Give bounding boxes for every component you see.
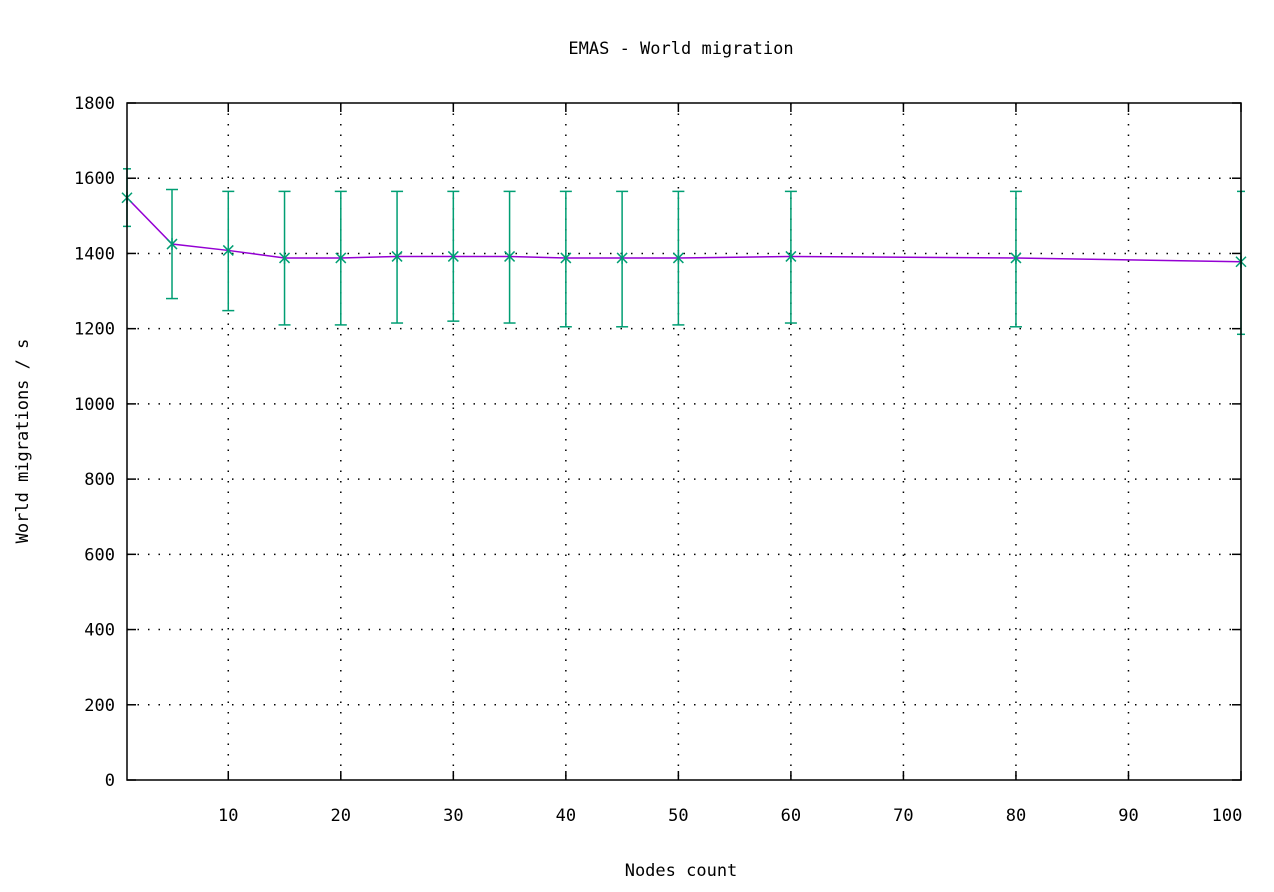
data-point — [166, 238, 178, 251]
data-point — [279, 251, 291, 264]
y-tick-label: 0 — [105, 771, 115, 791]
data-point — [1010, 251, 1022, 264]
x-tick-label: 30 — [443, 806, 463, 826]
y-tick-label: 800 — [84, 470, 115, 490]
data-line — [126, 197, 1242, 263]
y-tick-label: 1600 — [74, 169, 115, 189]
x-tick-label: 90 — [1118, 806, 1138, 826]
y-tick-label: 1000 — [74, 395, 115, 415]
series-line — [126, 197, 1242, 263]
y-tick-label: 200 — [84, 696, 115, 716]
x-tick-label: 40 — [556, 806, 576, 826]
data-point — [560, 251, 572, 264]
y-tick-label: 1200 — [74, 320, 115, 340]
x-tick-label: 10 — [218, 806, 238, 826]
data-point — [447, 250, 459, 263]
x-tick-label: 70 — [893, 806, 913, 826]
grid-lines — [127, 103, 1241, 780]
y-tick-label: 1800 — [74, 94, 115, 114]
plot-frame — [126, 102, 1242, 781]
chart-title: EMAS - World migration — [568, 39, 793, 59]
x-tick-label: 50 — [668, 806, 688, 826]
data-point — [785, 250, 797, 263]
axis-ticks: 0 200 400 600 800 1000 1200 1400 1600 1800 10 20 30 4… — [74, 94, 1242, 826]
data-point — [616, 251, 628, 264]
y-tick-label: 1400 — [74, 244, 115, 264]
y-tick-label: 600 — [84, 545, 115, 565]
data-point — [504, 250, 516, 263]
y-axis-label: World migrations / s — [13, 339, 33, 544]
data-point — [335, 251, 347, 264]
data-point — [391, 250, 403, 263]
y-tick-label: 400 — [84, 621, 115, 641]
data-points — [121, 191, 1247, 268]
x-tick-label: 60 — [781, 806, 801, 826]
data-point — [672, 251, 684, 264]
x-tick-label: 80 — [1006, 806, 1026, 826]
x-tick-label: 100 — [1212, 806, 1243, 826]
x-tick-label: 20 — [331, 806, 351, 826]
x-axis-label: Nodes count — [625, 861, 738, 881]
data-point — [222, 244, 234, 257]
error-bars — [123, 168, 1245, 336]
